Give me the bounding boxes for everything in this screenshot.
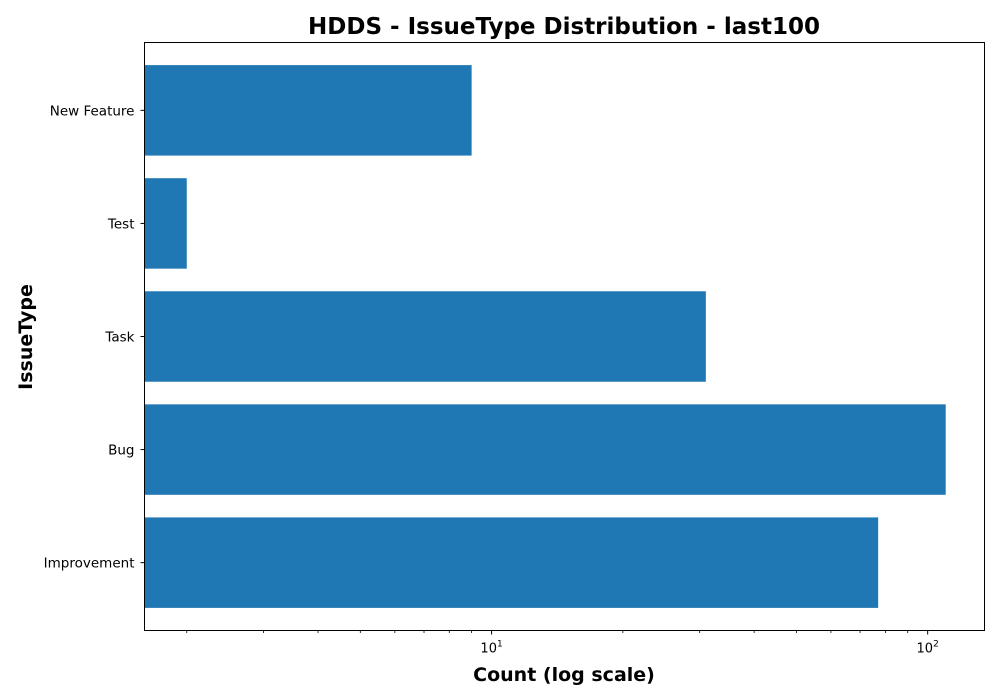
y-tick-label: New Feature bbox=[50, 103, 135, 119]
bar-task bbox=[144, 291, 706, 382]
y-tick-label: Bug bbox=[108, 443, 134, 459]
x-tick-label: 101 bbox=[480, 640, 502, 657]
y-tick-label: Improvement bbox=[44, 556, 135, 572]
plot-frame bbox=[144, 42, 985, 631]
bar-test bbox=[144, 178, 187, 269]
y-tick-label: Test bbox=[107, 216, 135, 232]
y-ticks-group: Improvement Bug Task Test New Feature bbox=[44, 103, 145, 572]
x-ticks-group: 101 102 bbox=[186, 630, 939, 657]
bar-bug bbox=[144, 404, 946, 495]
bar-new-feature bbox=[144, 65, 472, 156]
x-axis-label: Count (log scale) bbox=[473, 664, 655, 686]
bars-group bbox=[144, 65, 946, 608]
y-tick-label: Task bbox=[104, 330, 134, 346]
y-axis-label: IssueType bbox=[15, 284, 37, 390]
x-tick-label: 102 bbox=[917, 640, 939, 657]
bar-improvement bbox=[144, 517, 879, 608]
chart-title: HDDS - IssueType Distribution - last100 bbox=[308, 14, 820, 40]
